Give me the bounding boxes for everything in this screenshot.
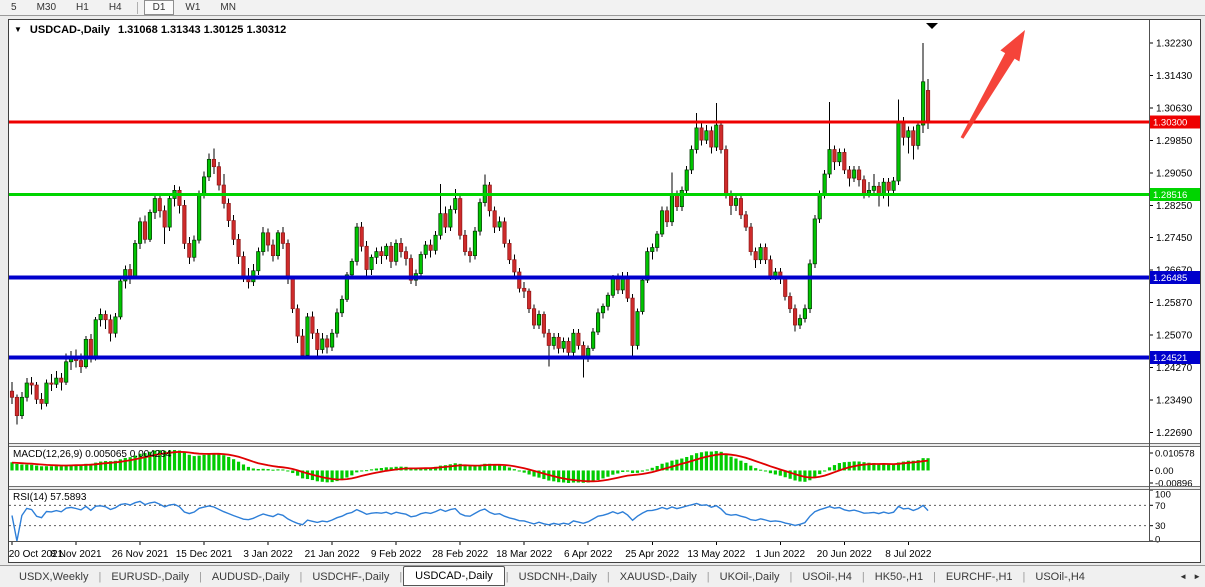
timeframe-d1-button[interactable]: D1 — [143, 0, 175, 15]
svg-text:1.30300: 1.30300 — [1153, 117, 1187, 128]
svg-text:1.25070: 1.25070 — [1156, 331, 1193, 342]
svg-text:1.31430: 1.31430 — [1156, 71, 1193, 82]
svg-text:1.29050: 1.29050 — [1156, 168, 1193, 179]
macd-pane: 0.010578 0.00 -0.00896 — [10, 449, 1195, 490]
chart-tabs-bar: USDX,Weekly | EURUSD-,Daily | AUDUSD-,Daily |… — [0, 565, 1205, 587]
svg-text:0.00: 0.00 — [1155, 466, 1174, 477]
svg-text:6 Apr 2022: 6 Apr 2022 — [564, 549, 613, 560]
svg-text:13 May 2022: 13 May 2022 — [687, 549, 745, 560]
svg-text:-0.00896: -0.00896 — [1155, 479, 1193, 490]
svg-text:1.28516: 1.28516 — [1153, 190, 1187, 201]
tab-eurusd-daily[interactable]: EURUSD-,Daily — [111, 570, 189, 583]
svg-text:70: 70 — [1155, 501, 1166, 512]
svg-text:20 Jun 2022: 20 Jun 2022 — [817, 549, 872, 560]
tab-separator: | — [505, 570, 509, 583]
tab-eurchf-h1[interactable]: EURCHF-,H1 — [945, 570, 1013, 583]
svg-text:0.010578: 0.010578 — [1155, 449, 1195, 460]
pane-borders — [8, 19, 1201, 563]
tab-usoil-h4[interactable]: USOil-,H4 — [1035, 570, 1085, 583]
chart-window: 1.32230 1.31430 1.30630 1.29850 1.29050 1.282… — [8, 19, 1201, 563]
svg-text:1.24270: 1.24270 — [1156, 363, 1193, 374]
svg-text:1.27450: 1.27450 — [1156, 233, 1193, 244]
timeframe-h4-button[interactable]: H4 — [108, 2, 122, 13]
tab-usdcnh-daily[interactable]: USDCNH-,Daily — [518, 570, 597, 583]
svg-text:21 Jan 2022: 21 Jan 2022 — [305, 549, 360, 560]
tab-separator: | — [861, 570, 865, 583]
svg-text:1.28250: 1.28250 — [1156, 201, 1193, 212]
svg-text:1.23490: 1.23490 — [1156, 395, 1193, 406]
svg-text:1.30630: 1.30630 — [1156, 103, 1193, 114]
svg-text:15 Dec 2021: 15 Dec 2021 — [176, 549, 233, 560]
svg-text:1.32230: 1.32230 — [1156, 39, 1193, 50]
price-axis: 1.32230 1.31430 1.30630 1.29850 1.29050 1.282… — [1149, 39, 1193, 439]
svg-text:8 Jul 2022: 8 Jul 2022 — [885, 549, 932, 560]
svg-text:100: 100 — [1155, 490, 1171, 501]
timeframe-w1-button[interactable]: W1 — [185, 2, 201, 13]
tab-usdx-weekly[interactable]: USDX,Weekly — [19, 570, 89, 583]
tab-separator: | — [98, 570, 102, 583]
timeframe-h1-button[interactable]: H1 — [76, 2, 89, 13]
horizontal-level-lines[interactable]: 1.30300 1.28516 1.26485 1.24521 — [9, 115, 1201, 365]
svg-text:1.29850: 1.29850 — [1156, 136, 1193, 147]
svg-text:1 Jun 2022: 1 Jun 2022 — [756, 549, 806, 560]
timeframe-mn-button[interactable]: MN — [220, 2, 236, 13]
svg-text:1.26485: 1.26485 — [1153, 273, 1187, 284]
svg-text:30: 30 — [1155, 521, 1166, 532]
candle-marker-triangle-icon[interactable] — [926, 23, 938, 29]
svg-text:1.22690: 1.22690 — [1156, 428, 1193, 439]
svg-text:3 Jan 2022: 3 Jan 2022 — [243, 549, 293, 560]
tab-xauusd-daily[interactable]: XAUUSD-,Daily — [619, 570, 697, 583]
tab-usdchf-daily[interactable]: USDCHF-,Daily — [312, 570, 390, 583]
tab-usoil-h4[interactable]: USOil-,H4 — [802, 570, 852, 583]
toolbar-divider — [136, 1, 138, 14]
svg-text:20 Oct 2021: 20 Oct 2021 — [9, 549, 64, 560]
tab-ukoil-daily[interactable]: UKOil-,Daily — [719, 570, 780, 583]
tab-separator: | — [933, 570, 936, 583]
svg-text:25 Apr 2022: 25 Apr 2022 — [625, 549, 679, 560]
svg-text:18 Mar 2022: 18 Mar 2022 — [496, 549, 553, 560]
scroll-tabs-right-icon[interactable]: ► — [1193, 572, 1201, 581]
tab-separator: | — [399, 570, 403, 583]
tab-audusd-daily[interactable]: AUDUSD-,Daily — [211, 570, 290, 583]
scroll-tabs-left-icon[interactable]: ◄ — [1179, 572, 1188, 581]
tab-separator: | — [198, 570, 202, 583]
timeframe-5-button[interactable]: 5 — [11, 2, 17, 13]
tab-scroll-controls: ◄ ► — [1179, 572, 1201, 581]
tab-separator: | — [789, 570, 793, 583]
candlestick-series — [9, 43, 931, 425]
tab-separator: | — [299, 570, 303, 583]
svg-text:1.24521: 1.24521 — [1153, 353, 1187, 364]
svg-text:26 Nov 2021: 26 Nov 2021 — [112, 549, 169, 560]
tab-separator: | — [706, 570, 710, 583]
timeframe-m30-button[interactable]: M30 — [36, 2, 57, 13]
tab-usdcad-daily[interactable]: USDCAD-,Daily — [403, 565, 505, 586]
tab-hk50-h1[interactable]: HK50-,H1 — [874, 570, 924, 583]
svg-text:1.25870: 1.25870 — [1156, 298, 1193, 309]
chart-canvas[interactable]: 1.32230 1.31430 1.30630 1.29850 1.29050 1.282… — [8, 19, 1201, 563]
svg-text:9 Feb 2022: 9 Feb 2022 — [371, 549, 422, 560]
svg-text:8 Nov 2021: 8 Nov 2021 — [50, 549, 102, 560]
timeframe-toolbar: 5 M30 H1 H4 D1 W1 MN — [0, 0, 1205, 16]
svg-text:28 Feb 2022: 28 Feb 2022 — [432, 549, 489, 560]
tab-separator: | — [1022, 570, 1026, 583]
trend-arrow-annotation[interactable] — [960, 30, 1025, 139]
tab-separator: | — [606, 570, 610, 583]
svg-text:0: 0 — [1155, 535, 1160, 546]
